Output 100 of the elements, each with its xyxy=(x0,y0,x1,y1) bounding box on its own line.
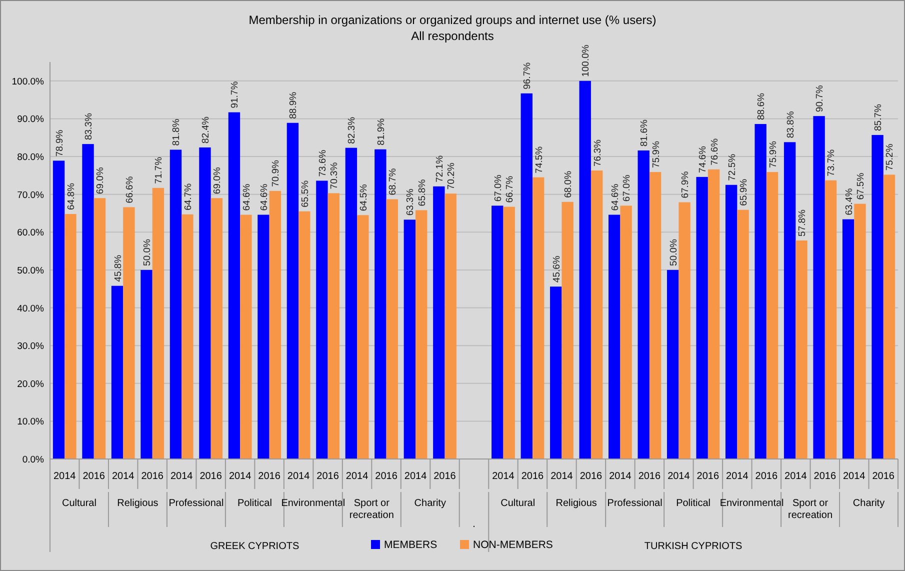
x-tick-label: 2014 xyxy=(843,471,866,482)
bar xyxy=(824,180,837,459)
bar xyxy=(123,207,135,459)
bar xyxy=(503,206,515,459)
x-tick-label: 2014 xyxy=(550,471,574,482)
text: TURKISH CYPRIOTS xyxy=(644,541,743,552)
data-label: 64.5% xyxy=(358,184,370,212)
data-label: 75.9% xyxy=(650,140,662,168)
bar xyxy=(82,144,94,459)
data-label: 72.5% xyxy=(726,153,738,181)
data-label: 63.3% xyxy=(405,188,416,216)
x-tick-label: 2014 xyxy=(287,471,310,482)
y-tick-label: 30.0% xyxy=(17,341,45,352)
data-label: 64.6% xyxy=(241,183,252,211)
x-tick-label: 2014 xyxy=(726,471,749,482)
data-label: 88.9% xyxy=(288,91,300,119)
x-tick-label: 2016 xyxy=(200,471,222,482)
x-tick-label: 2014 xyxy=(784,471,808,482)
data-label: 83.8% xyxy=(785,110,796,138)
x-tick-label: 2014 xyxy=(346,471,369,482)
bar xyxy=(725,184,738,459)
data-label: 96.7% xyxy=(522,62,534,90)
bar xyxy=(357,215,369,459)
text: Political xyxy=(676,498,711,509)
data-label: 65.5% xyxy=(300,180,311,208)
x-tick-label: 2016 xyxy=(258,471,281,482)
x-tick-label: 2016 xyxy=(872,471,895,482)
data-label: 81.8% xyxy=(171,118,182,146)
bar xyxy=(492,206,504,459)
data-label: 64.6% xyxy=(610,183,621,211)
bar xyxy=(404,220,416,459)
bar xyxy=(228,112,240,459)
bar xyxy=(258,214,270,459)
data-label: 50.0% xyxy=(668,238,680,266)
text: GREEK CYPRIOTS xyxy=(210,541,300,552)
data-label: 68.0% xyxy=(563,170,574,198)
legend-label: NON-MEMBERS xyxy=(473,539,553,551)
data-label: 74.5% xyxy=(534,146,545,174)
data-label: 70.2% xyxy=(446,162,458,190)
bar xyxy=(316,180,328,459)
bar xyxy=(883,174,896,459)
bar xyxy=(649,172,662,459)
text: Professional xyxy=(607,498,662,509)
bar xyxy=(678,202,690,459)
bar xyxy=(562,202,574,459)
legend-label: MEMBERS xyxy=(384,539,438,551)
data-label: 71.7% xyxy=(154,156,165,184)
y-tick-label: 100.0% xyxy=(12,76,45,88)
y-tick-label: 20.0% xyxy=(17,378,45,390)
x-tick-label: 2014 xyxy=(228,471,252,482)
chart-title: Membership in organizations or organized groups and internet use (% users) xyxy=(248,13,656,27)
bar xyxy=(286,122,299,459)
bar xyxy=(590,170,603,459)
data-label: 68.7% xyxy=(388,168,399,196)
data-label: 65.8% xyxy=(416,178,428,206)
data-label: 70.9% xyxy=(270,159,282,187)
x-tick-label: 2014 xyxy=(53,471,76,482)
bar xyxy=(796,240,808,459)
chart-subtitle: All respondents xyxy=(411,29,494,43)
bar xyxy=(386,199,398,459)
text: Charity xyxy=(852,498,885,509)
bar xyxy=(433,186,445,459)
data-label: 67.5% xyxy=(855,172,866,200)
x-tick-label: 2014 xyxy=(170,471,194,482)
data-label: 72.1% xyxy=(434,154,446,182)
data-label: 66.7% xyxy=(504,175,516,203)
bar xyxy=(579,80,591,459)
bar xyxy=(416,210,428,459)
data-label: 85.7% xyxy=(873,103,884,131)
y-tick-label: 0.0% xyxy=(22,454,45,466)
x-tick-label: 2016 xyxy=(316,471,340,482)
bar xyxy=(666,270,679,459)
data-label: 76.3% xyxy=(592,139,604,167)
bar xyxy=(64,214,76,459)
bar xyxy=(638,150,650,459)
text: Sport or recreation xyxy=(349,498,394,521)
x-tick-label: 2016 xyxy=(82,471,106,482)
data-label: 91.7% xyxy=(230,80,241,108)
data-label: 75.9% xyxy=(768,140,779,168)
x-tick-label: 2016 xyxy=(696,471,720,482)
bar xyxy=(269,190,282,459)
bar xyxy=(298,211,310,459)
data-label: 70.3% xyxy=(329,162,340,190)
text: Environmental xyxy=(720,498,784,509)
text: Religious xyxy=(556,498,597,509)
x-tick-label: 2016 xyxy=(580,471,603,482)
bar xyxy=(620,206,632,459)
bar xyxy=(520,93,532,459)
data-label: 67.0% xyxy=(492,174,504,202)
bar xyxy=(550,286,562,459)
y-tick-label: 90.0% xyxy=(17,114,45,126)
data-label: 81.6% xyxy=(639,118,650,146)
x-tick-label: 2016 xyxy=(814,471,836,482)
data-label: 45.6% xyxy=(551,255,562,283)
data-label: 66.6% xyxy=(124,176,136,204)
bar xyxy=(111,286,124,459)
x-tick-label: 2016 xyxy=(375,471,398,482)
bar xyxy=(94,198,106,459)
x-tick-label: 2014 xyxy=(492,471,515,482)
bar xyxy=(813,116,825,459)
